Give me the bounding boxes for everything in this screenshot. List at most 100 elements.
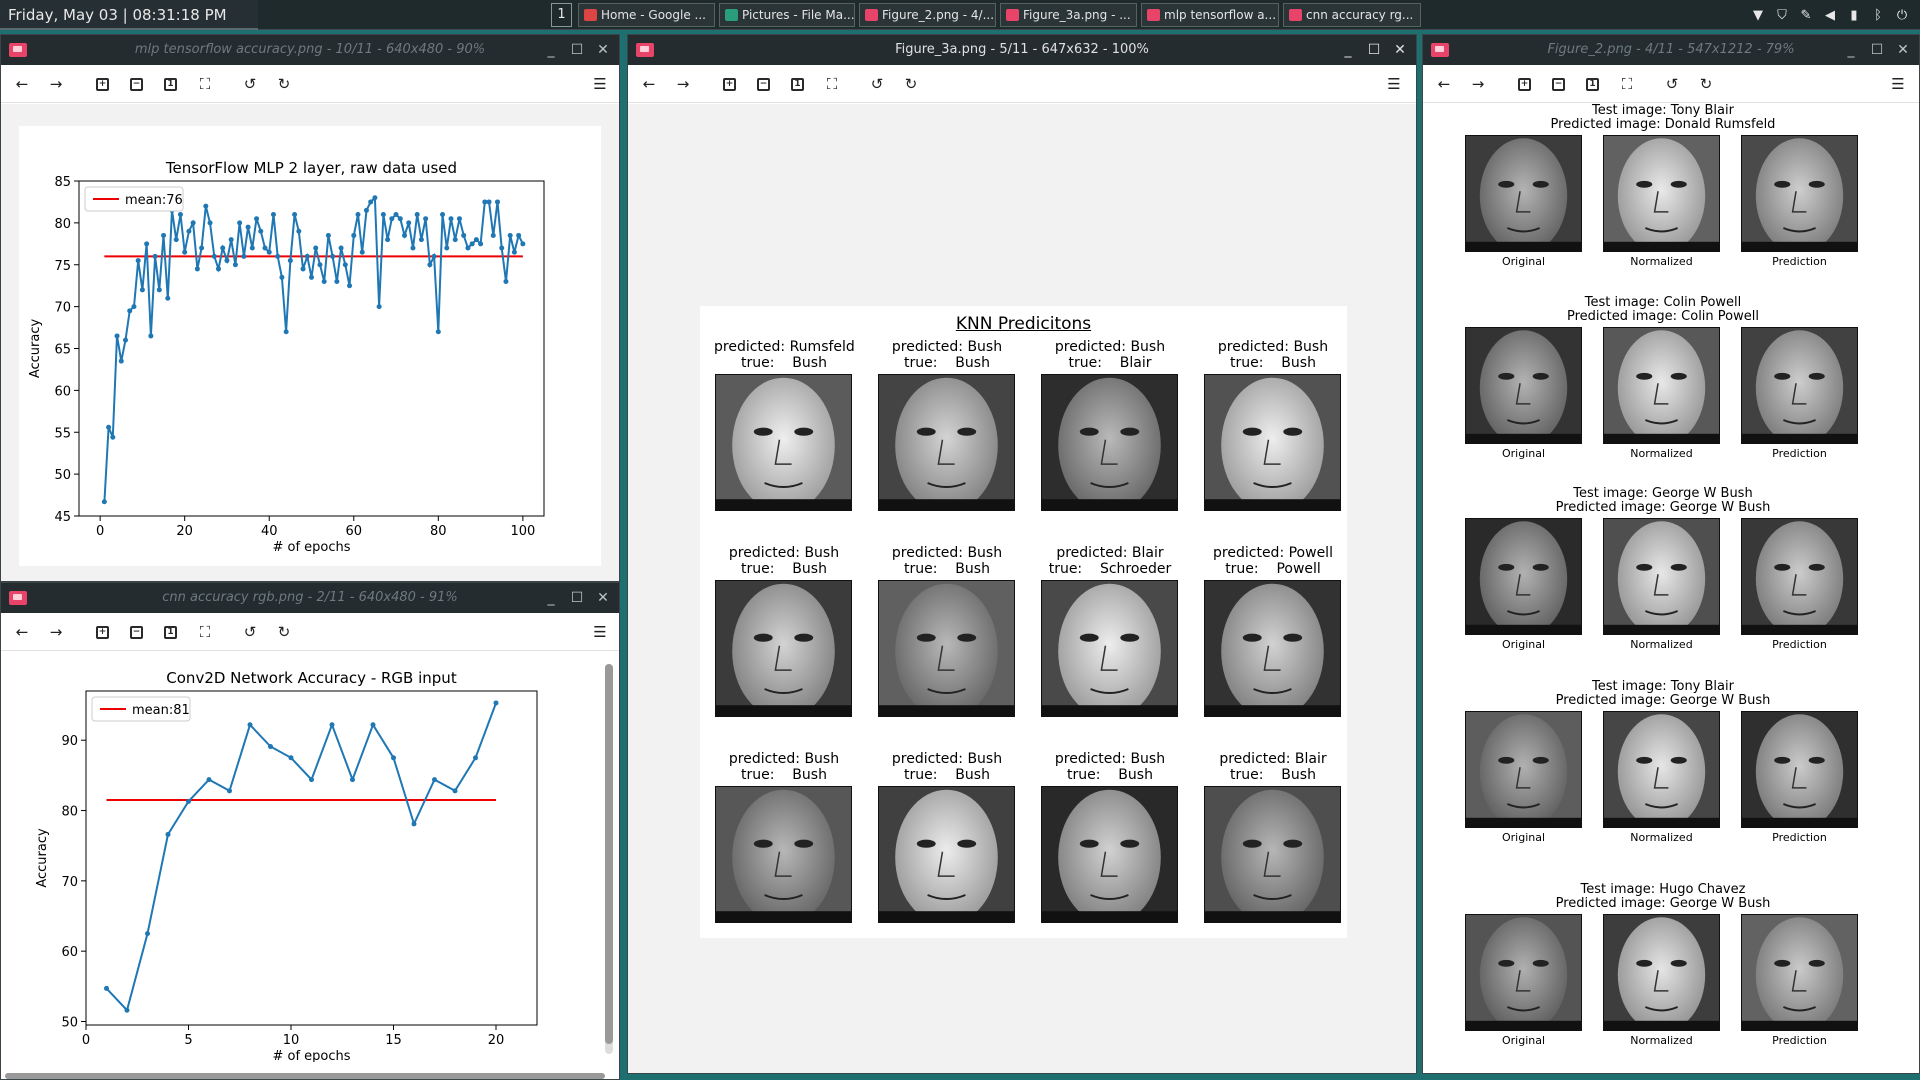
battery-icon[interactable]: ▮ bbox=[1850, 7, 1858, 23]
face-image bbox=[715, 786, 852, 925]
zoom-out-icon[interactable]: − bbox=[757, 78, 770, 91]
volume-icon[interactable]: ◀ bbox=[1825, 7, 1835, 23]
zoom-original-icon[interactable]: 1 bbox=[164, 78, 177, 91]
data-point bbox=[283, 329, 289, 335]
rotate-left-icon[interactable]: ↺ bbox=[243, 75, 257, 93]
data-point bbox=[334, 279, 340, 284]
zoom-out-icon[interactable]: − bbox=[130, 626, 143, 639]
zoom-original-icon[interactable]: 1 bbox=[164, 626, 177, 639]
plot-area bbox=[85, 690, 538, 1026]
power-icon[interactable]: ⏻ bbox=[1896, 7, 1908, 23]
maximize-button[interactable]: ☐ bbox=[1870, 42, 1884, 58]
menu-icon[interactable]: ☰ bbox=[593, 623, 607, 641]
workspace-indicator[interactable]: 1 bbox=[551, 3, 572, 27]
forward-icon[interactable]: → bbox=[49, 75, 63, 93]
title-bar[interactable]: Figure_2.png - 4/11 - 547x1212 - 79% _ ☐… bbox=[1423, 35, 1919, 65]
face-image bbox=[1603, 327, 1720, 446]
back-icon[interactable]: ← bbox=[15, 623, 29, 641]
zoom-in-icon[interactable]: + bbox=[723, 78, 736, 91]
data-point bbox=[206, 777, 212, 783]
zoom-in-icon[interactable]: + bbox=[96, 626, 109, 639]
predicted-image-label: Predicted image: George W Bush bbox=[1555, 500, 1771, 515]
close-button[interactable]: ✕ bbox=[597, 590, 609, 606]
predicted-prefix: predicted: bbox=[891, 545, 968, 561]
menu-icon[interactable]: ☰ bbox=[593, 75, 607, 93]
forward-icon[interactable]: → bbox=[49, 623, 63, 641]
true-value: Bush bbox=[1281, 767, 1316, 783]
face-image bbox=[1465, 518, 1582, 637]
back-icon[interactable]: ← bbox=[1437, 75, 1451, 93]
rotate-right-icon[interactable]: ↻ bbox=[277, 623, 291, 641]
face-image bbox=[1465, 327, 1582, 446]
close-button[interactable]: ✕ bbox=[1394, 42, 1406, 58]
data-point bbox=[448, 216, 454, 222]
zoom-in-icon[interactable]: + bbox=[1518, 78, 1531, 91]
taskbar-task[interactable]: Figure_3a.png - ... bbox=[1000, 3, 1137, 27]
rotate-left-icon[interactable]: ↺ bbox=[870, 75, 884, 93]
zoom-out-icon[interactable]: − bbox=[1552, 78, 1565, 91]
minimize-button[interactable]: _ bbox=[1847, 42, 1855, 58]
rotate-left-icon[interactable]: ↺ bbox=[1665, 75, 1679, 93]
predicted-label: predicted: Rumsfeld bbox=[714, 339, 855, 355]
forward-icon[interactable]: → bbox=[676, 75, 690, 93]
zoom-original-icon[interactable]: 1 bbox=[1586, 78, 1599, 91]
menu-icon[interactable]: ☰ bbox=[1387, 75, 1401, 93]
taskbar-task[interactable]: Home - Google ... bbox=[578, 3, 715, 27]
data-point bbox=[350, 777, 355, 783]
data-point bbox=[406, 220, 412, 226]
vertical-scrollbar[interactable] bbox=[605, 664, 613, 1054]
zoom-in-icon[interactable]: + bbox=[96, 78, 109, 91]
minimize-button[interactable]: _ bbox=[1344, 42, 1352, 58]
rotate-right-icon[interactable]: ↻ bbox=[1699, 75, 1713, 93]
bluetooth-icon[interactable]: ᛒ bbox=[1874, 7, 1882, 23]
maximize-button[interactable]: ☐ bbox=[570, 590, 584, 606]
rotate-right-icon[interactable]: ↻ bbox=[277, 75, 291, 93]
face-image bbox=[1204, 786, 1341, 925]
fit-window-icon[interactable]: ⛶ bbox=[199, 623, 211, 641]
close-button[interactable]: ✕ bbox=[597, 42, 609, 58]
taskbar: Friday, May 03 | 08:31:18 PM 1 Home - Go… bbox=[0, 0, 1920, 30]
minimize-button[interactable]: _ bbox=[547, 590, 555, 606]
taskbar-task[interactable]: Figure_2.png - 4/... bbox=[859, 3, 996, 27]
title-bar[interactable]: mlp tensorflow accuracy.png - 10/11 - 64… bbox=[1, 35, 619, 65]
horizontal-scrollbar[interactable] bbox=[5, 1073, 605, 1079]
data-point bbox=[245, 224, 251, 230]
data-point bbox=[211, 253, 217, 259]
shield-icon[interactable]: ⛉ bbox=[1777, 7, 1787, 23]
data-point bbox=[152, 253, 158, 259]
back-icon[interactable]: ← bbox=[642, 75, 656, 93]
task-label: Figure_3a.png - ... bbox=[1023, 8, 1131, 22]
title-bar[interactable]: Figure_3a.png - 5/11 - 647x632 - 100% _ … bbox=[628, 35, 1416, 65]
title-bar[interactable]: cnn accuracy rgb.png - 2/11 - 640x480 - … bbox=[1, 583, 619, 613]
wrench-icon[interactable]: ✎ bbox=[1800, 7, 1812, 23]
fit-window-icon[interactable]: ⛶ bbox=[826, 75, 838, 93]
true-label: true: Blair bbox=[1040, 355, 1180, 371]
maximize-button[interactable]: ☐ bbox=[1367, 42, 1381, 58]
true-prefix: true: bbox=[741, 561, 793, 577]
wifi-icon[interactable]: ▼ bbox=[1753, 7, 1763, 23]
zoom-out-icon[interactable]: − bbox=[130, 78, 143, 91]
fit-window-icon[interactable]: ⛶ bbox=[199, 75, 211, 93]
forward-icon[interactable]: → bbox=[1471, 75, 1485, 93]
taskbar-task[interactable]: Pictures - File Ma... bbox=[719, 3, 855, 27]
menu-icon[interactable]: ☰ bbox=[1891, 75, 1905, 93]
minimize-button[interactable]: _ bbox=[547, 42, 555, 58]
rotate-right-icon[interactable]: ↻ bbox=[904, 75, 918, 93]
y-tick-label: 75 bbox=[54, 259, 71, 274]
test-image-label: Test image: Tony Blair bbox=[1592, 103, 1734, 118]
fit-window-icon[interactable]: ⛶ bbox=[1621, 75, 1633, 93]
maximize-button[interactable]: ☐ bbox=[570, 42, 584, 58]
predicted-prefix: predicted: bbox=[728, 545, 805, 561]
back-icon[interactable]: ← bbox=[15, 75, 29, 93]
face-image bbox=[715, 580, 852, 719]
image-viewer-icon bbox=[9, 591, 27, 605]
data-point bbox=[300, 266, 306, 272]
data-point bbox=[347, 283, 353, 289]
true-prefix: true: bbox=[741, 767, 793, 783]
rotate-left-icon[interactable]: ↺ bbox=[243, 623, 257, 641]
taskbar-task[interactable]: cnn accuracy rg... bbox=[1283, 3, 1421, 27]
zoom-original-icon[interactable]: 1 bbox=[791, 78, 804, 91]
close-button[interactable]: ✕ bbox=[1897, 42, 1909, 58]
taskbar-task[interactable]: mlp tensorflow a... bbox=[1141, 3, 1279, 27]
knn-label: predicted: Bush true: Bush bbox=[714, 751, 854, 783]
